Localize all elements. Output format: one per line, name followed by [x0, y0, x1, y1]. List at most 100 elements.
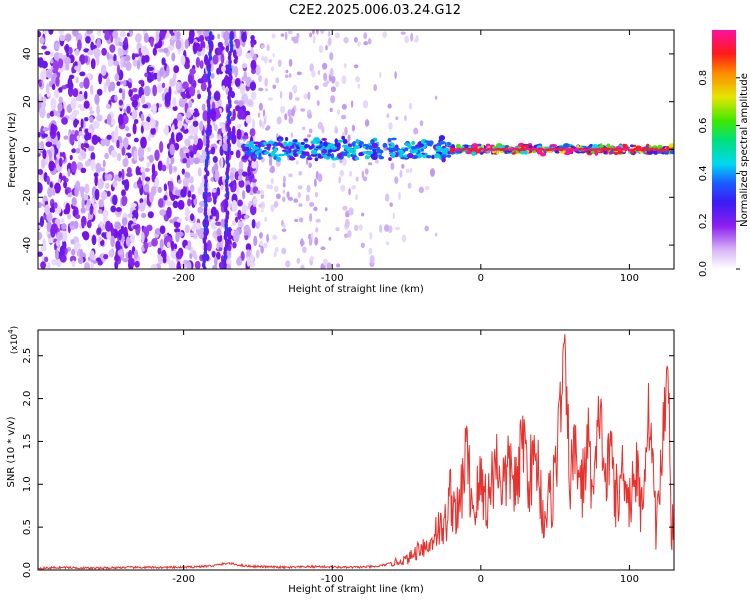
- snr-y-tick-label: 1.0: [22, 476, 33, 492]
- spectrogram-cell: [323, 72, 328, 82]
- spectrogram-cell: [303, 138, 309, 142]
- spectrogram-cell: [247, 142, 254, 148]
- spectrogram-cell: [303, 93, 309, 100]
- spectrogram-cell: [394, 176, 399, 184]
- spectrogram-cell: [184, 39, 189, 49]
- spectrogram-cell: [237, 108, 244, 119]
- spectrogram-cell: [64, 43, 70, 54]
- spectrogram-cell: [285, 260, 291, 268]
- spectrogram-cell: [176, 261, 182, 269]
- spectrogram-cell: [372, 148, 377, 152]
- spectrogram-cell: [354, 144, 360, 149]
- spectrogram-cell: [188, 176, 194, 183]
- spectrogram-cell: [308, 145, 314, 150]
- spectrogram-cell: [288, 58, 293, 67]
- spectrogram-cell: [410, 32, 414, 42]
- spectrogram-cell: [117, 249, 124, 256]
- spectrogram-cell: [149, 118, 156, 129]
- spectrogram-cell: [361, 170, 365, 179]
- spectrogram-cell: [210, 73, 215, 79]
- spectrogram-cell: [189, 252, 193, 260]
- spectrogram-cell: [85, 204, 90, 212]
- spectrogram-cell: [114, 221, 122, 230]
- spectrogram-cell: [104, 152, 109, 160]
- spectrogram-cell: [434, 232, 438, 237]
- spectrogram-cell: [71, 196, 77, 207]
- spectrogram-cell: [431, 154, 435, 160]
- spectrogram-cell: [132, 217, 137, 223]
- spectrogram-cell: [38, 30, 42, 38]
- snr-panel: -200 -100 0 100 0.0 0.5 1.0 1.5 2.0 2.5 Height o…: [6, 326, 675, 595]
- spectrogram-cell: [38, 231, 43, 240]
- spectrogram-cell: [151, 186, 157, 195]
- spectrogram-cell: [252, 155, 258, 159]
- spectrogram-cell: [609, 150, 615, 155]
- spectrogram-cell: [440, 141, 446, 145]
- spectrogram-cell: [362, 176, 368, 182]
- spectrogram-cell: [276, 142, 283, 147]
- spectrogram-cell: [350, 100, 354, 108]
- spectrogram-cell: [84, 262, 91, 269]
- spectrogram-cell: [369, 255, 375, 264]
- snr-y-tick-label: 0.0: [22, 562, 33, 578]
- spectrogram-cell: [53, 110, 61, 117]
- spectrogram-cell: [87, 145, 95, 152]
- spectrogram-cell: [313, 178, 317, 187]
- spectrogram-cell: [336, 263, 340, 268]
- spectrogram-cell: [245, 115, 252, 124]
- spectrogram-cell: [306, 156, 313, 161]
- spectrogram-cell: [68, 46, 73, 55]
- spectrogram-cell: [57, 178, 61, 183]
- spectrogram-cell: [334, 32, 340, 39]
- spectrogram-cell: [669, 149, 674, 155]
- spectrogram-cell: [335, 81, 340, 88]
- spectrogram-cell: [213, 90, 221, 102]
- spectrogram-cell: [264, 216, 268, 222]
- spectrogram-cell: [287, 196, 294, 201]
- colorbar: 0.0 0.2 0.4 0.6 0.8 Normalized spectral ampl…: [698, 30, 750, 277]
- spectrogram-cell: [296, 151, 303, 155]
- spectrogram-cell: [284, 74, 289, 78]
- spectrogram-cell: [252, 197, 258, 205]
- spectrogram-cell: [209, 215, 213, 220]
- spectrogram-cell: [241, 171, 248, 177]
- spectrogram-cell: [124, 54, 131, 62]
- spectrogram-cell: [260, 209, 264, 213]
- spectrogram-cell: [173, 243, 178, 250]
- spectrogram-cell: [189, 85, 196, 97]
- spectrogram-y-axis-label: Frequency (Hz): [7, 112, 18, 188]
- spectrogram-cell: [93, 47, 101, 59]
- spectrogram-cell: [425, 185, 430, 191]
- spectrogram-cell: [121, 217, 128, 226]
- spectrogram-cell: [133, 118, 139, 124]
- spectrogram-cell: [94, 136, 101, 143]
- spectrogram-cell: [87, 128, 93, 133]
- spectrogram-cell: [633, 144, 637, 148]
- spectrogram-cell: [321, 62, 328, 70]
- spectrogram-cell: [52, 60, 60, 71]
- spectrogram-cell: [86, 220, 92, 229]
- spectrogram-cell: [98, 237, 103, 242]
- spectrogram-cell: [290, 132, 294, 138]
- spectrogram-cell: [404, 35, 409, 43]
- spectrogram-cell: [471, 151, 477, 156]
- spectrogram-cell: [295, 141, 300, 145]
- spectrogram-cell: [121, 145, 126, 156]
- colorbar-tick-label: 0.2: [698, 213, 709, 229]
- spectrogram-cell: [406, 153, 414, 159]
- spectrogram-cell: [127, 213, 133, 218]
- spectrogram-cell: [263, 118, 267, 125]
- spectrogram-cell: [141, 55, 146, 65]
- spectrogram-y-tick-label: -20: [22, 189, 33, 205]
- spectrogram-cell: [399, 170, 403, 178]
- spectrogram-cell: [196, 138, 203, 151]
- spectrogram-cell: [212, 54, 219, 65]
- spectrogram-cell: [313, 137, 320, 142]
- spectrogram-cell: [222, 142, 228, 152]
- spectrogram-cell: [275, 193, 281, 200]
- spectrogram-cell: [447, 142, 451, 146]
- spectrogram-cell: [233, 65, 239, 78]
- spectrogram-cell: [276, 156, 282, 162]
- spectrogram-cell: [271, 66, 274, 72]
- spectrogram-cell: [550, 143, 558, 147]
